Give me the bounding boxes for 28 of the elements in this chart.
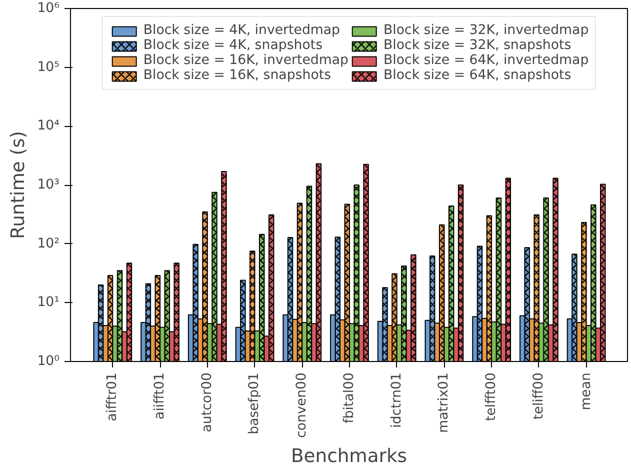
legend-label: Block size = 4K, snapshots (143, 38, 323, 53)
y-tick-label: 10⁴ (37, 118, 60, 134)
y-tick-label: 10³ (37, 178, 60, 192)
x-axis-title: Benchmarks (291, 446, 407, 467)
legend-label: Block size = 64K, snapshots (384, 68, 572, 83)
y-tick-label: 10¹ (37, 295, 60, 310)
legend-label: Block size = 16K, snapshots (143, 68, 332, 83)
y-tick-label: 10⁶ (37, 1, 60, 16)
y-tick-label: 10⁰ (37, 354, 60, 369)
x-tick-label: matrix01 (436, 372, 452, 433)
legend-label: Block size = 16K, invertedmap (143, 53, 348, 68)
x-tick-label: conven00 (294, 372, 310, 438)
y-axis-title: Runtime (s) (8, 130, 30, 240)
x-tick-label: idctrn01 (389, 372, 404, 428)
x-tick-label: aiifft01 (152, 372, 168, 420)
x-tick-label: teliff00 (531, 372, 546, 420)
x-tick-label: aifftr01 (105, 372, 120, 422)
x-tick-label: telfft00 (484, 372, 500, 421)
x-tick-label: autcor00 (200, 372, 215, 432)
x-tick-label: basefp01 (247, 372, 262, 434)
x-tick-label: mean (578, 372, 594, 410)
y-tick-label: 10⁵ (37, 60, 60, 75)
legend-label: Block size = 64K, invertedmap (384, 53, 589, 68)
legend-label: Block size = 4K, invertedmap (143, 23, 340, 38)
legend-label: Block size = 32K, invertedmap (384, 23, 589, 38)
y-tick-label: 10² (37, 236, 60, 252)
legend-label: Block size = 32K, snapshots (384, 38, 572, 53)
x-tick-label: fbital00 (342, 372, 357, 424)
